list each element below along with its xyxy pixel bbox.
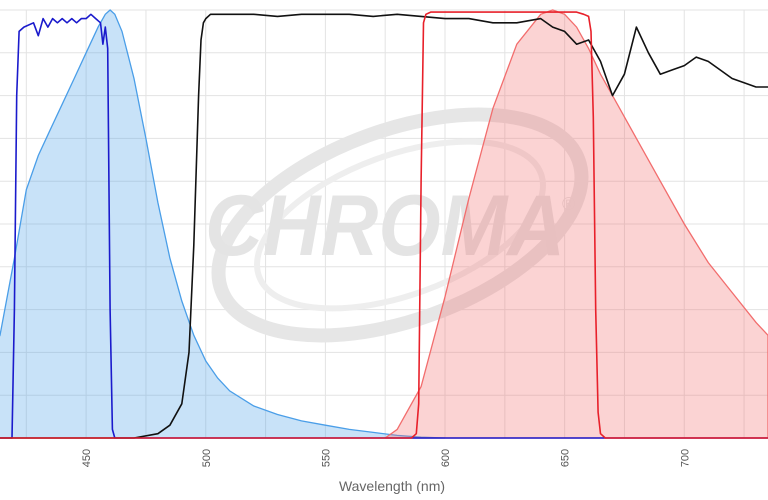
- x-tick-label: 700: [679, 449, 691, 467]
- x-tick-label: 650: [560, 449, 572, 467]
- x-axis-title: Wavelength (nm): [339, 478, 445, 494]
- filter-line-4: [0, 13, 768, 439]
- x-tick-label: 500: [201, 449, 213, 467]
- watermark-swoosh-inner: [254, 138, 546, 312]
- x-tick-labels: 450 500 550 600 650 700: [81, 449, 691, 467]
- x-tick-label: 550: [320, 449, 332, 467]
- filter-lines: [0, 11, 768, 439]
- x-tick-label: 600: [440, 449, 452, 467]
- watermark-text: CHROMA: [205, 178, 565, 274]
- watermark-registered-mark: ®: [562, 194, 575, 214]
- watermark-swoosh-outer: [211, 107, 589, 343]
- x-tick-label: 450: [81, 449, 93, 467]
- filter-line-5: [0, 11, 768, 439]
- emission-area-2: [384, 9, 768, 439]
- chroma-watermark: CHROMA ®: [205, 107, 589, 343]
